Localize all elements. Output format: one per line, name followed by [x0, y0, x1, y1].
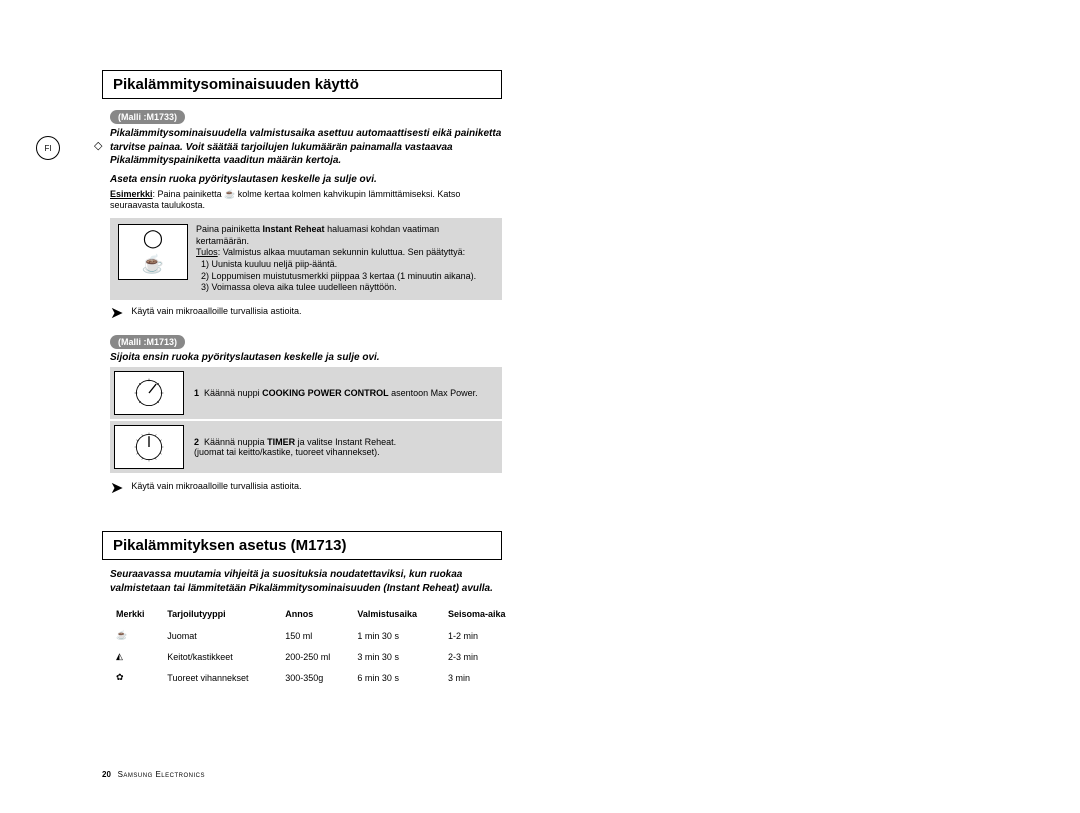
timer-dial-icon	[114, 425, 184, 469]
table-header-row: Merkki Tarjoilutyyppi Annos Valmistusaik…	[110, 605, 530, 625]
page-number: 20	[102, 770, 111, 779]
page-footer: 20 Samsung Electronics	[102, 770, 205, 779]
section1-title: Pikalämmitysominaisuuden käyttö	[102, 70, 502, 99]
intro-text: Seuraavassa muutamia vihjeitä ja suositu…	[110, 569, 493, 594]
page-content: Pikalämmitysominaisuuden käyttö (Malli :…	[32, 70, 502, 688]
row-type: Tuoreet vihannekset	[161, 667, 279, 688]
diamond-icon: ◇	[94, 139, 102, 154]
bowl-icon: ◯	[143, 227, 163, 250]
step1-box: 1 Käännä nuppi COOKING POWER CONTROL ase…	[110, 367, 502, 419]
row-portion: 200-250 ml	[279, 646, 351, 667]
note-row-2: ➤ Käytä vain mikroaalloille turvallisia …	[110, 481, 502, 497]
icon-panel: ◯ ☕	[118, 224, 188, 280]
note-arrow-icon: ➤	[110, 306, 123, 322]
row-type: Juomat	[161, 625, 279, 646]
example-text: Paina painiketta ☕ kolme kertaa kolmen k…	[110, 189, 460, 211]
step1-text: 1 Käännä nuppi COOKING POWER CONTROL ase…	[194, 388, 478, 398]
gray-result-box: ◯ ☕ Paina painiketta Instant Reheat halu…	[110, 218, 502, 300]
row-stand: 1-2 min	[442, 625, 530, 646]
section2-title: Pikalämmityksen asetus (M1713)	[102, 531, 502, 560]
row-stand: 3 min	[442, 667, 530, 688]
row-portion: 300-350g	[279, 667, 351, 688]
row-portion: 150 ml	[279, 625, 351, 646]
note-row-1: ➤ Käytä vain mikroaalloille turvallisia …	[110, 306, 502, 322]
row-cook: 1 min 30 s	[351, 625, 442, 646]
col-valmistusaika: Valmistusaika	[351, 605, 442, 625]
col-annos: Annos	[279, 605, 351, 625]
table-row: ✿ Tuoreet vihannekset 300-350g 6 min 30 …	[110, 667, 530, 688]
row-icon: ✿	[110, 667, 161, 688]
example-line: Esimerkki: Paina painiketta ☕ kolme kert…	[110, 189, 502, 212]
cup-icon: ☕	[142, 253, 164, 276]
row-icon: ☕	[110, 625, 161, 646]
section2-intro: Seuraavassa muutamia vihjeitä ja suositu…	[110, 568, 502, 595]
note-text: Käytä vain mikroaalloille turvallisia as…	[131, 306, 301, 316]
result-text: Paina painiketta Instant Reheat haluamas…	[196, 224, 494, 294]
step2-text: 2 Käännä nuppia TIMER ja valitse Instant…	[194, 437, 396, 457]
row-icon: ◭	[110, 646, 161, 667]
step2-box: 2 Käännä nuppia TIMER ja valitse Instant…	[110, 421, 502, 473]
row-cook: 6 min 30 s	[351, 667, 442, 688]
col-tarjoilutyyppi: Tarjoilutyyppi	[161, 605, 279, 625]
table-row: ◭ Keitot/kastikkeet 200-250 ml 3 min 30 …	[110, 646, 530, 667]
model-badge-m1713: (Malli :M1713)	[110, 335, 185, 349]
table-row: ☕ Juomat 150 ml 1 min 30 s 1-2 min	[110, 625, 530, 646]
row-type: Keitot/kastikkeet	[161, 646, 279, 667]
brand-name: Samsung Electronics	[118, 770, 205, 779]
col-seisoma-aika: Seisoma-aika	[442, 605, 530, 625]
section1-intro: ◇ Pikalämmitysominaisuudella valmistusai…	[110, 127, 502, 168]
note-text: Käytä vain mikroaalloille turvallisia as…	[131, 481, 301, 491]
power-dial-icon	[114, 371, 184, 415]
reheat-settings-table: Merkki Tarjoilutyyppi Annos Valmistusaik…	[110, 605, 530, 688]
model-badge-m1733: (Malli :M1733)	[110, 110, 185, 124]
row-cook: 3 min 30 s	[351, 646, 442, 667]
section1-instruction: Aseta ensin ruoka pyörityslautasen keske…	[110, 174, 502, 185]
row-stand: 2-3 min	[442, 646, 530, 667]
example-label: Esimerkki	[110, 189, 153, 199]
col-merkki: Merkki	[110, 605, 161, 625]
section1b-instruction: Sijoita ensin ruoka pyörityslautasen kes…	[110, 352, 502, 363]
note-arrow-icon: ➤	[110, 481, 123, 497]
intro-text: Pikalämmitysominaisuudella valmistusaika…	[110, 128, 501, 166]
